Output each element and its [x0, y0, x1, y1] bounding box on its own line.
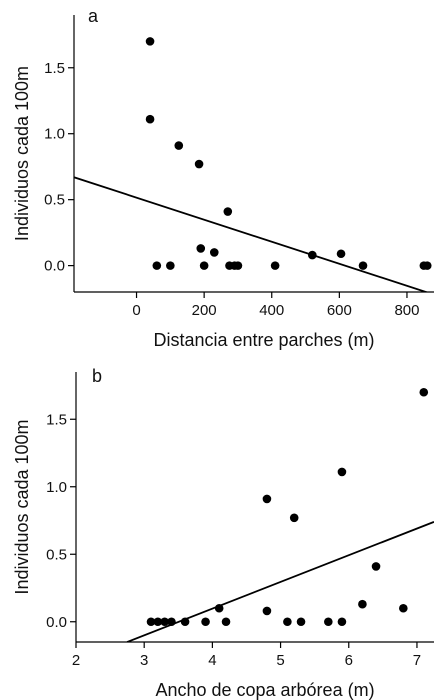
y-tick-label: 0.5	[46, 546, 67, 563]
y-tick-label: 0.0	[44, 258, 65, 275]
data-point	[196, 244, 206, 253]
data-point	[358, 599, 367, 609]
x-tick-label: 5	[276, 652, 284, 669]
y-tick-label: 0.5	[44, 192, 65, 209]
panel-b: 2 3 4 5 6 7 0.0 0.5 1.0 1.5 b Ancho de copa arbórea…	[12, 366, 434, 700]
data-point	[233, 261, 243, 270]
y-tick-label: 1.5	[44, 60, 65, 77]
data-point	[145, 114, 155, 124]
y-axis-label: Individuos cada 100m	[12, 66, 32, 241]
data-point	[180, 617, 190, 627]
data-point	[209, 248, 219, 257]
panel-a: 0 200 400 600 800 0.0 0.5 1.0 1.5 a Distancia entr…	[12, 6, 434, 350]
x-tick-label: 2	[72, 652, 80, 669]
data-point	[201, 617, 210, 627]
data-point	[419, 387, 429, 397]
y-tick-label: 1.0	[46, 479, 67, 496]
data-point	[289, 513, 299, 523]
data-point	[214, 603, 224, 613]
panel-letter: b	[92, 366, 102, 386]
x-tick-label: 800	[394, 302, 419, 319]
data-point	[174, 141, 184, 150]
data-point	[371, 562, 381, 571]
data-point	[358, 261, 368, 270]
data-point	[262, 494, 272, 504]
x-tick-label: 0	[132, 302, 140, 319]
data-point	[283, 617, 292, 627]
data-point	[167, 617, 176, 627]
data-point	[223, 207, 233, 216]
data-point	[166, 261, 175, 270]
data-point	[221, 617, 231, 627]
data-point	[199, 261, 209, 270]
data-point	[399, 603, 408, 613]
x-tick-label: 600	[327, 302, 352, 319]
data-point	[160, 617, 169, 627]
data-point	[336, 249, 346, 259]
data-point	[194, 159, 204, 169]
x-tick-label: 3	[140, 652, 148, 669]
x-tick-label: 200	[192, 302, 217, 319]
data-point	[337, 617, 347, 627]
y-axis-label: Individuos cada 100m	[12, 419, 32, 594]
panel-letter: a	[88, 6, 99, 26]
y-tick-label: 0.0	[46, 614, 67, 631]
y-tick-label: 1.0	[44, 126, 65, 143]
data-point	[296, 617, 306, 627]
data-point	[152, 261, 162, 270]
data-point	[324, 617, 333, 627]
x-tick-label: 400	[259, 302, 284, 319]
x-axis-label: Ancho de copa arbórea (m)	[155, 680, 374, 700]
x-axis-label: Distancia entre parches (m)	[153, 330, 374, 350]
y-tick-label: 1.5	[46, 411, 67, 428]
data-point	[422, 261, 432, 270]
regression-line	[126, 521, 434, 642]
data-point	[308, 250, 317, 260]
x-tick-label: 6	[345, 652, 353, 669]
data-point	[337, 467, 347, 477]
data-point	[153, 617, 163, 627]
data-point	[146, 617, 156, 627]
x-tick-label: 4	[208, 652, 216, 669]
data-point	[262, 606, 272, 616]
x-tick-label: 7	[413, 652, 421, 669]
data-point	[145, 37, 155, 46]
regression-line	[74, 176, 429, 292]
data-point	[270, 261, 280, 270]
